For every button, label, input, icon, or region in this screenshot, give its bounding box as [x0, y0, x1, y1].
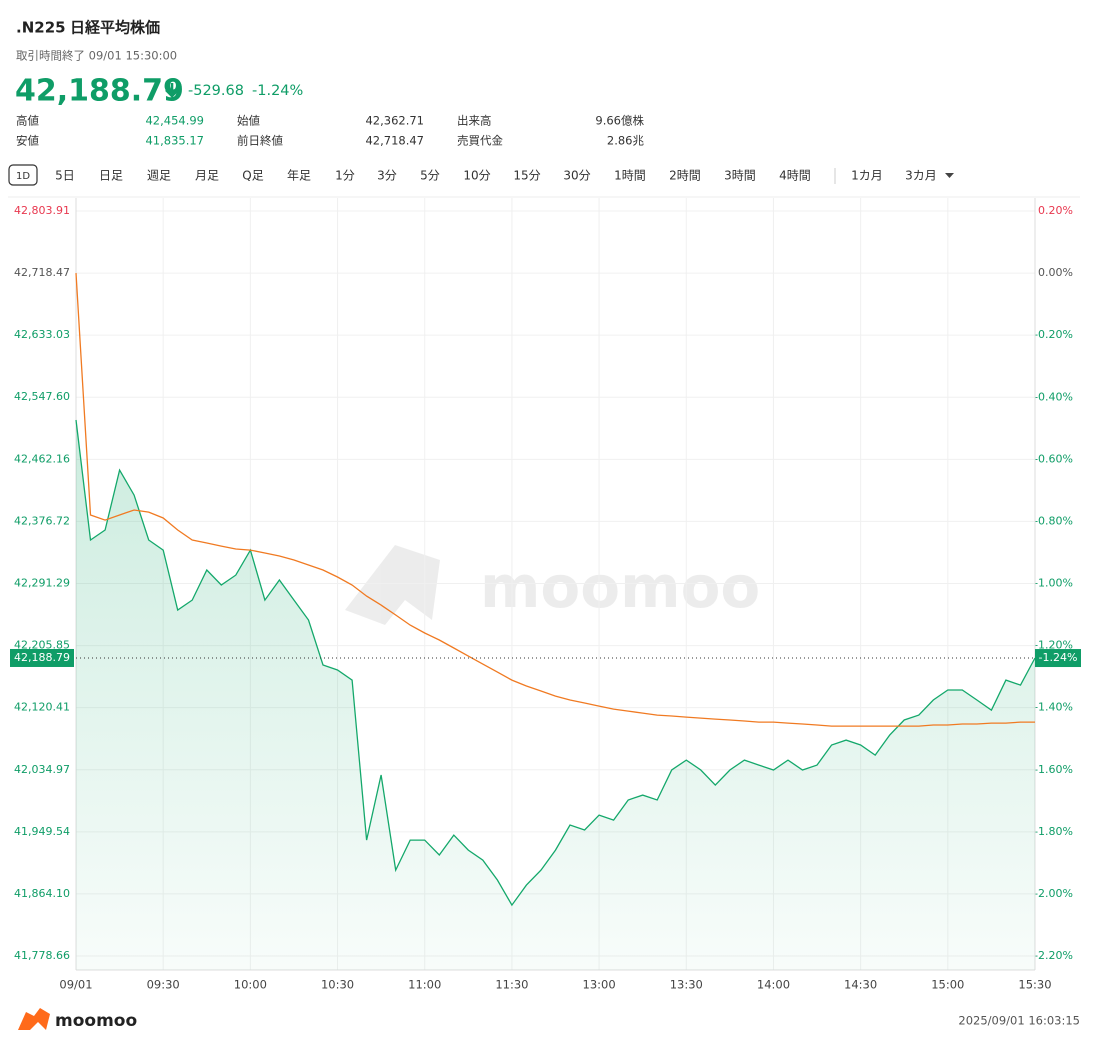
y-tick-label: 42,718.47 [14, 266, 70, 279]
tab[interactable]: 1時間 [614, 169, 646, 183]
stat-value: 42,454.99 [145, 114, 204, 128]
y-tick-label: 42,803.91 [14, 204, 70, 217]
tab[interactable]: 1分 [335, 169, 355, 183]
stat-label: 始値 [237, 114, 260, 128]
last-price-tag [10, 648, 74, 667]
y-tick-label: 42,376.72 [14, 514, 70, 527]
timestamp: 2025/09/01 16:03:15 [958, 1014, 1080, 1028]
brand-logo [18, 1008, 50, 1030]
dropdown-caret[interactable] [945, 173, 954, 178]
y2-tick-label: -1.20% [1034, 639, 1073, 652]
tab[interactable]: 15分 [513, 169, 540, 183]
stat-label: 前日終値 [237, 134, 283, 148]
tab[interactable]: 4時間 [779, 169, 811, 183]
chart: 41,778.66 41,864.10 41,949.54 42,034.97 42,1… [10, 198, 1081, 992]
last-pct-label: -1.24% [1039, 651, 1078, 664]
tab[interactable]: 5分 [420, 169, 440, 183]
watermark: moomoo [345, 545, 760, 625]
tab[interactable]: 1D [16, 171, 30, 182]
y-tick-label: 41,949.54 [14, 825, 70, 838]
down-arrow [165, 83, 179, 98]
stat-label: 安値 [16, 134, 39, 148]
y-tick-label: 42,291.29 [14, 576, 70, 589]
y-tick-label: 42,205.85 [14, 639, 70, 652]
x-tick-label: 09/01 [59, 978, 92, 992]
tab[interactable]: 30分 [563, 169, 590, 183]
stat-value: 42,362.71 [365, 114, 424, 128]
x-tick-label: 14:30 [844, 978, 877, 992]
x-tick-label: 15:30 [1018, 978, 1051, 992]
tabs: 1D 5日 日足 週足 月足 Q足 年足 1分 3分 5分 10分 15分 30分 1時間 2時間 3時間 4時… [8, 164, 954, 186]
y2-tick-label: -2.20% [1034, 949, 1073, 962]
x-tick-label: 11:30 [495, 978, 528, 992]
y2-tick-label: 0.00% [1038, 266, 1073, 279]
tab[interactable]: 2時間 [669, 169, 701, 183]
y2-tick-label: -0.20% [1034, 328, 1073, 341]
y2-tick-label: -1.60% [1034, 763, 1073, 776]
x-tick-label: 10:00 [234, 978, 267, 992]
stat-label: 高値 [16, 114, 39, 128]
x-tick-label: 10:30 [321, 978, 354, 992]
y-tick-label: 42,633.03 [14, 328, 70, 341]
stat-value: 41,835.17 [145, 134, 204, 148]
y-tick-label: 42,034.97 [14, 763, 70, 776]
y-tick-label: 41,864.10 [14, 887, 70, 900]
y2-tick-label: -1.40% [1034, 701, 1073, 714]
y2-tick-label: 0.20% [1038, 204, 1073, 217]
brand: moomoo [55, 1011, 137, 1031]
line [75, 273, 1035, 727]
stat-value: 2.86兆 [607, 134, 645, 148]
tab[interactable]: 1カ月 [851, 169, 883, 183]
watermark-logo [345, 545, 440, 625]
tab[interactable]: 3カ月 [905, 169, 937, 183]
watermark-text: moomoo [480, 553, 760, 621]
y-tick-label: 42,547.60 [14, 390, 70, 403]
stat-value: 42,718.47 [365, 134, 424, 148]
change-pct: -1.24% [252, 83, 303, 99]
x-tick-label: 11:00 [408, 978, 441, 992]
tab[interactable]: 月足 [195, 169, 219, 183]
symbol: .N225 [16, 19, 66, 37]
y-tick-label: 42,462.16 [14, 452, 70, 465]
line [75, 419, 1036, 907]
x-tick-label: 15:00 [931, 978, 964, 992]
tab[interactable]: 3分 [377, 169, 397, 183]
y2-tick-label: -0.80% [1034, 514, 1073, 527]
x-tick-label: 13:30 [670, 978, 703, 992]
price: 42,188.79 [15, 74, 184, 109]
stat-label: 出来高 [457, 114, 492, 128]
y-tick-label: 42,120.41 [14, 701, 70, 714]
change: -529.68 [188, 83, 244, 99]
tab[interactable]: 週足 [147, 169, 171, 183]
last-price-label: 42,188.79 [14, 651, 70, 664]
tab[interactable]: 日足 [99, 169, 123, 183]
stat-label: 売買代金 [457, 134, 503, 148]
tab-selected-box [8, 164, 38, 186]
tab[interactable]: 3時間 [724, 169, 756, 183]
stat-value: 9.66億株 [595, 114, 644, 128]
tab[interactable]: 5日 [55, 169, 75, 183]
last-pct-tag [1035, 649, 1081, 668]
tab[interactable]: 年足 [287, 169, 311, 183]
y2-tick-label: -1.00% [1034, 577, 1073, 590]
y2-tick-label: -0.40% [1034, 390, 1073, 403]
index-name: 日経平均株価 [70, 19, 160, 37]
y2-tick-label: -0.60% [1034, 452, 1073, 465]
x-tick-label: 14:00 [757, 978, 790, 992]
y-tick-label: 41,778.66 [14, 949, 70, 962]
tab[interactable]: Q足 [242, 169, 263, 183]
y2-tick-label: -1.80% [1034, 825, 1073, 838]
area-fill [76, 420, 1035, 970]
y2-tick-label: -2.00% [1034, 887, 1073, 900]
session-status: 取引時間終了 09/01 15:30:00 [16, 49, 177, 63]
x-tick-label: 13:00 [583, 978, 616, 992]
x-tick-label: 09:30 [147, 978, 180, 992]
tab[interactable]: 10分 [463, 169, 490, 183]
